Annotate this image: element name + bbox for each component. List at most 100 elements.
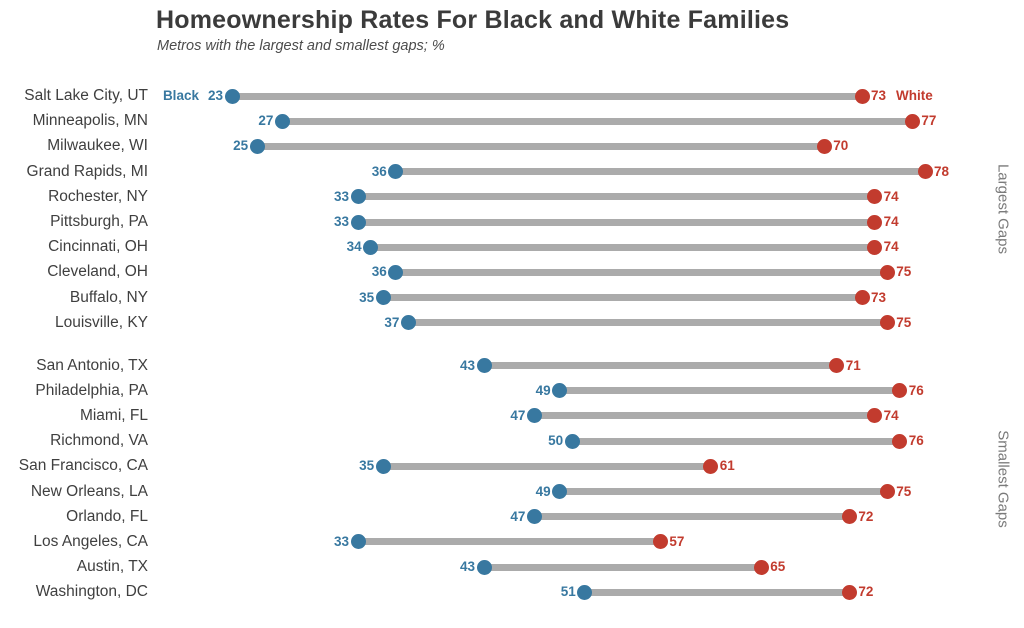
city-label: San Antonio, TX	[36, 356, 148, 374]
gap-bar	[370, 243, 875, 251]
largest-gaps-label: Largest Gaps	[994, 163, 1012, 255]
black-dot	[577, 584, 593, 600]
gap-bar	[358, 538, 661, 546]
city-label: Louisville, KY	[54, 313, 148, 331]
black-dot	[350, 189, 366, 205]
black-dot	[224, 88, 240, 104]
white-value: 75	[896, 264, 912, 280]
white-value: 70	[833, 138, 849, 154]
white-value: 78	[934, 163, 950, 179]
black-value: 43	[459, 559, 475, 575]
black-value: 49	[535, 382, 551, 398]
white-value: 74	[883, 239, 899, 255]
white-dot	[652, 534, 668, 550]
black-dot	[388, 264, 404, 280]
chart-title: Homeownership Rates For Black and White …	[156, 6, 790, 34]
white-value: 75	[896, 314, 912, 330]
black-dot	[350, 214, 366, 230]
city-label: Buffalo, NY	[69, 288, 148, 306]
white-value: 57	[669, 533, 685, 549]
black-dot	[350, 534, 366, 550]
white-dot	[841, 584, 857, 600]
gap-bar	[408, 319, 888, 327]
white-value: 73	[871, 289, 887, 305]
black-dot	[526, 408, 542, 424]
black-dot	[375, 290, 391, 306]
gap-bar	[395, 168, 925, 176]
gap-bar	[534, 412, 875, 420]
city-label: Cincinnati, OH	[48, 238, 148, 256]
white-value: 74	[883, 214, 899, 229]
city-label: Pittsburgh, PA	[50, 213, 148, 230]
white-dot	[753, 559, 769, 575]
black-series-label: Black	[162, 88, 199, 103]
black-dot	[552, 484, 568, 499]
black-dot	[552, 383, 568, 399]
city-label: Los Angeles, CA	[33, 532, 148, 550]
gap-bar	[484, 563, 762, 571]
city-label: San Francisco, CA	[18, 457, 148, 475]
black-value: 51	[560, 584, 576, 600]
black-value: 33	[333, 214, 349, 229]
gap-bar	[232, 92, 862, 100]
gap-bar	[282, 117, 913, 125]
white-value: 71	[845, 357, 861, 373]
black-value: 47	[510, 508, 526, 524]
gap-bar	[572, 437, 900, 445]
black-value: 43	[459, 357, 475, 373]
black-dot	[249, 138, 265, 154]
white-value: 72	[858, 508, 874, 524]
gap-bar	[358, 218, 875, 226]
black-dot	[400, 315, 416, 331]
gap-bar	[559, 488, 888, 495]
gap-bar	[383, 462, 711, 470]
white-dot	[867, 214, 883, 230]
gap-bar	[257, 142, 825, 150]
city-label: Milwaukee, WI	[47, 137, 148, 155]
white-value: 61	[719, 458, 735, 474]
black-value: 33	[333, 188, 349, 204]
black-value: 49	[535, 483, 551, 499]
white-dot	[917, 164, 933, 180]
smallest-gaps-label: Smallest Gaps	[994, 430, 1012, 528]
city-label: Richmond, VA	[50, 432, 148, 450]
black-value: 25	[233, 138, 249, 154]
black-dot	[564, 433, 580, 449]
white-value: 73 White	[871, 88, 933, 103]
black-value: 36	[371, 163, 387, 179]
city-label: Salt Lake City, UT	[24, 87, 148, 104]
white-dot	[867, 239, 883, 255]
white-dot	[841, 509, 857, 525]
white-dot	[829, 358, 845, 373]
city-label: Washington, DC	[35, 583, 148, 601]
white-value: 75	[896, 483, 912, 499]
gap-bar	[559, 387, 900, 395]
black-dot	[476, 559, 492, 575]
city-label: Philadelphia, PA	[35, 381, 148, 399]
black-value: 47	[510, 407, 526, 423]
city-label: Grand Rapids, MI	[26, 162, 148, 180]
black-dot	[375, 458, 391, 474]
black-value: 50	[548, 433, 564, 449]
city-label: Cleveland, OH	[47, 263, 148, 281]
white-dot	[867, 408, 883, 424]
black-value: 35	[359, 289, 375, 305]
black-dot	[363, 239, 379, 255]
white-value: 74	[883, 407, 899, 423]
white-value: 76	[908, 382, 924, 398]
white-value: 76	[908, 433, 924, 449]
white-dot	[879, 484, 895, 499]
city-label: New Orleans, LA	[30, 482, 148, 500]
black-value: 35	[359, 458, 375, 474]
city-label: Orlando, FL	[66, 507, 148, 525]
white-dot	[703, 458, 719, 474]
gap-bar	[484, 362, 837, 369]
black-value: 33	[333, 533, 349, 549]
black-value: 27	[258, 113, 274, 129]
white-value: 72	[858, 584, 874, 600]
city-label: Austin, TX	[76, 558, 148, 576]
gap-bar	[358, 193, 875, 201]
white-dot	[892, 383, 908, 399]
